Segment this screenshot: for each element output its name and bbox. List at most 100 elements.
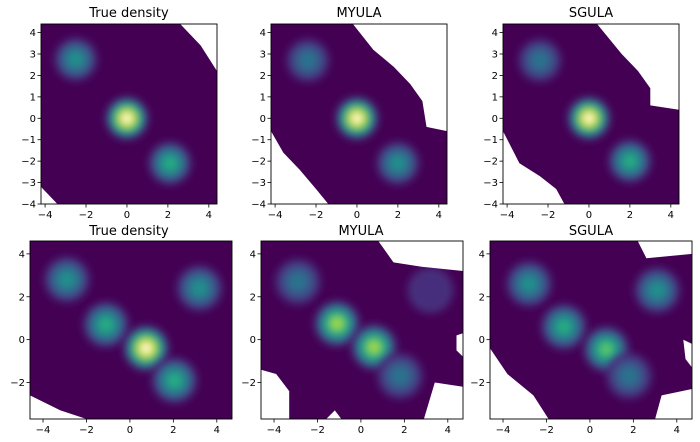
y-tick-label: −2 xyxy=(470,378,485,389)
density-level xyxy=(369,342,379,352)
density-mode xyxy=(123,325,170,372)
y-tick-label: 1 xyxy=(30,92,36,103)
blank-region xyxy=(41,186,58,204)
x-axis: −4 −2 0 2 4 xyxy=(36,419,220,436)
y-axis: −4 −3 −2 −1 0 1 2 3 4 xyxy=(21,28,41,211)
density-level xyxy=(390,366,410,386)
x-tick-label: 2 xyxy=(630,425,636,436)
y-tick-label: 4 xyxy=(260,28,266,39)
y-tick-label: 2 xyxy=(30,71,36,82)
y-tick-label: 0 xyxy=(250,335,256,346)
y-axis: −2 0 2 4 xyxy=(10,249,30,389)
x-tick-label: 2 xyxy=(395,210,401,221)
density-level xyxy=(288,272,308,292)
x-tick-label: 4 xyxy=(214,425,220,436)
y-tick-label: 2 xyxy=(250,292,256,303)
density-mode xyxy=(583,326,630,373)
density-mode xyxy=(567,96,611,140)
density-level xyxy=(407,267,454,314)
blank-region xyxy=(180,24,217,72)
panel-title: True density xyxy=(88,6,169,21)
y-tick-label: 0 xyxy=(492,114,498,125)
y-tick-label: −4 xyxy=(251,200,266,211)
density-level xyxy=(557,320,571,334)
x-tick-label: 2 xyxy=(627,210,633,221)
x-tick-label: 2 xyxy=(165,210,171,221)
density-level xyxy=(390,156,405,171)
panel-bottom-middle: MYULA −4 −2 0 2 4 −2 0 2 4 xyxy=(241,224,464,436)
y-tick-label: −3 xyxy=(251,178,266,189)
y-tick-label: 3 xyxy=(492,50,498,61)
y-tick-label: −2 xyxy=(10,378,25,389)
blank-region xyxy=(261,369,290,419)
density-level xyxy=(600,343,612,355)
x-tick-label: 2 xyxy=(401,425,407,436)
density-mode xyxy=(176,265,223,311)
density-level xyxy=(619,366,639,386)
blank-region xyxy=(683,339,692,368)
x-tick-label: −2 xyxy=(310,425,325,436)
y-tick-label: 1 xyxy=(492,92,498,103)
y-tick-label: −2 xyxy=(21,157,36,168)
x-tick-label: 4 xyxy=(445,425,451,436)
density-level xyxy=(521,276,537,292)
blank-region xyxy=(30,395,87,419)
blank-region xyxy=(637,241,692,259)
x-tick-label: −4 xyxy=(496,425,511,436)
x-tick-label: 4 xyxy=(668,210,674,221)
density-mode xyxy=(506,261,552,307)
x-tick-label: 0 xyxy=(354,210,360,221)
y-tick-label: −1 xyxy=(21,135,36,146)
x-tick-label: 0 xyxy=(124,210,130,221)
axes-frame xyxy=(260,240,464,420)
x-tick-label: −4 xyxy=(268,210,283,221)
density-mode xyxy=(148,141,192,185)
x-tick-label: −4 xyxy=(267,425,282,436)
y-tick-label: −4 xyxy=(21,200,36,211)
y-tick-label: 2 xyxy=(260,71,266,82)
y-axis: −2 0 2 4 xyxy=(470,249,490,389)
density-mode xyxy=(518,38,562,82)
blank-region xyxy=(509,408,521,419)
y-tick-label: −2 xyxy=(241,378,256,389)
x-tick-label: −4 xyxy=(38,210,53,221)
blank-region xyxy=(503,131,565,204)
x-axis: −4 −2 0 2 4 xyxy=(268,204,442,221)
y-tick-label: 2 xyxy=(19,292,25,303)
blank-region xyxy=(655,389,692,419)
density-mode xyxy=(44,256,90,303)
blank-region xyxy=(597,24,679,110)
panel-title: SGULA xyxy=(569,224,613,239)
x-tick-label: −2 xyxy=(309,210,324,221)
panel-title: MYULA xyxy=(336,6,381,21)
axes-frame xyxy=(502,23,680,205)
panel-top-middle: MYULA −4 −2 0 2 4 −4 −3 −2 −1 0 1 2 3 4 xyxy=(251,6,448,221)
density-mode xyxy=(314,300,360,347)
panel-bottom-left: True density −4 −2 0 2 4 −2 0 2 4 xyxy=(10,224,233,436)
x-axis: −4 −2 0 2 4 xyxy=(267,419,451,436)
density-level xyxy=(649,282,665,298)
axes-frame xyxy=(40,23,218,205)
density-level xyxy=(623,155,636,168)
panel-title: MYULA xyxy=(338,224,383,239)
y-tick-label: −1 xyxy=(251,135,266,146)
density-level xyxy=(332,318,342,329)
x-tick-label: 0 xyxy=(587,425,593,436)
density-mode xyxy=(634,267,681,314)
x-tick-label: 0 xyxy=(358,425,364,436)
y-tick-label: −4 xyxy=(483,200,498,211)
y-axis: −2 0 2 4 xyxy=(241,249,261,389)
x-tick-label: 0 xyxy=(127,425,133,436)
density-mode xyxy=(335,96,379,140)
blank-region xyxy=(490,348,549,419)
y-tick-label: 0 xyxy=(30,114,36,125)
density-level xyxy=(298,51,317,70)
panel-title: True density xyxy=(88,224,169,239)
y-axis: −4 −3 −2 −1 0 1 2 3 4 xyxy=(251,28,271,211)
blank-region xyxy=(352,24,447,132)
y-tick-label: 0 xyxy=(260,114,266,125)
x-tick-label: 0 xyxy=(586,210,592,221)
x-tick-label: −4 xyxy=(36,425,51,436)
y-tick-label: 0 xyxy=(19,335,25,346)
